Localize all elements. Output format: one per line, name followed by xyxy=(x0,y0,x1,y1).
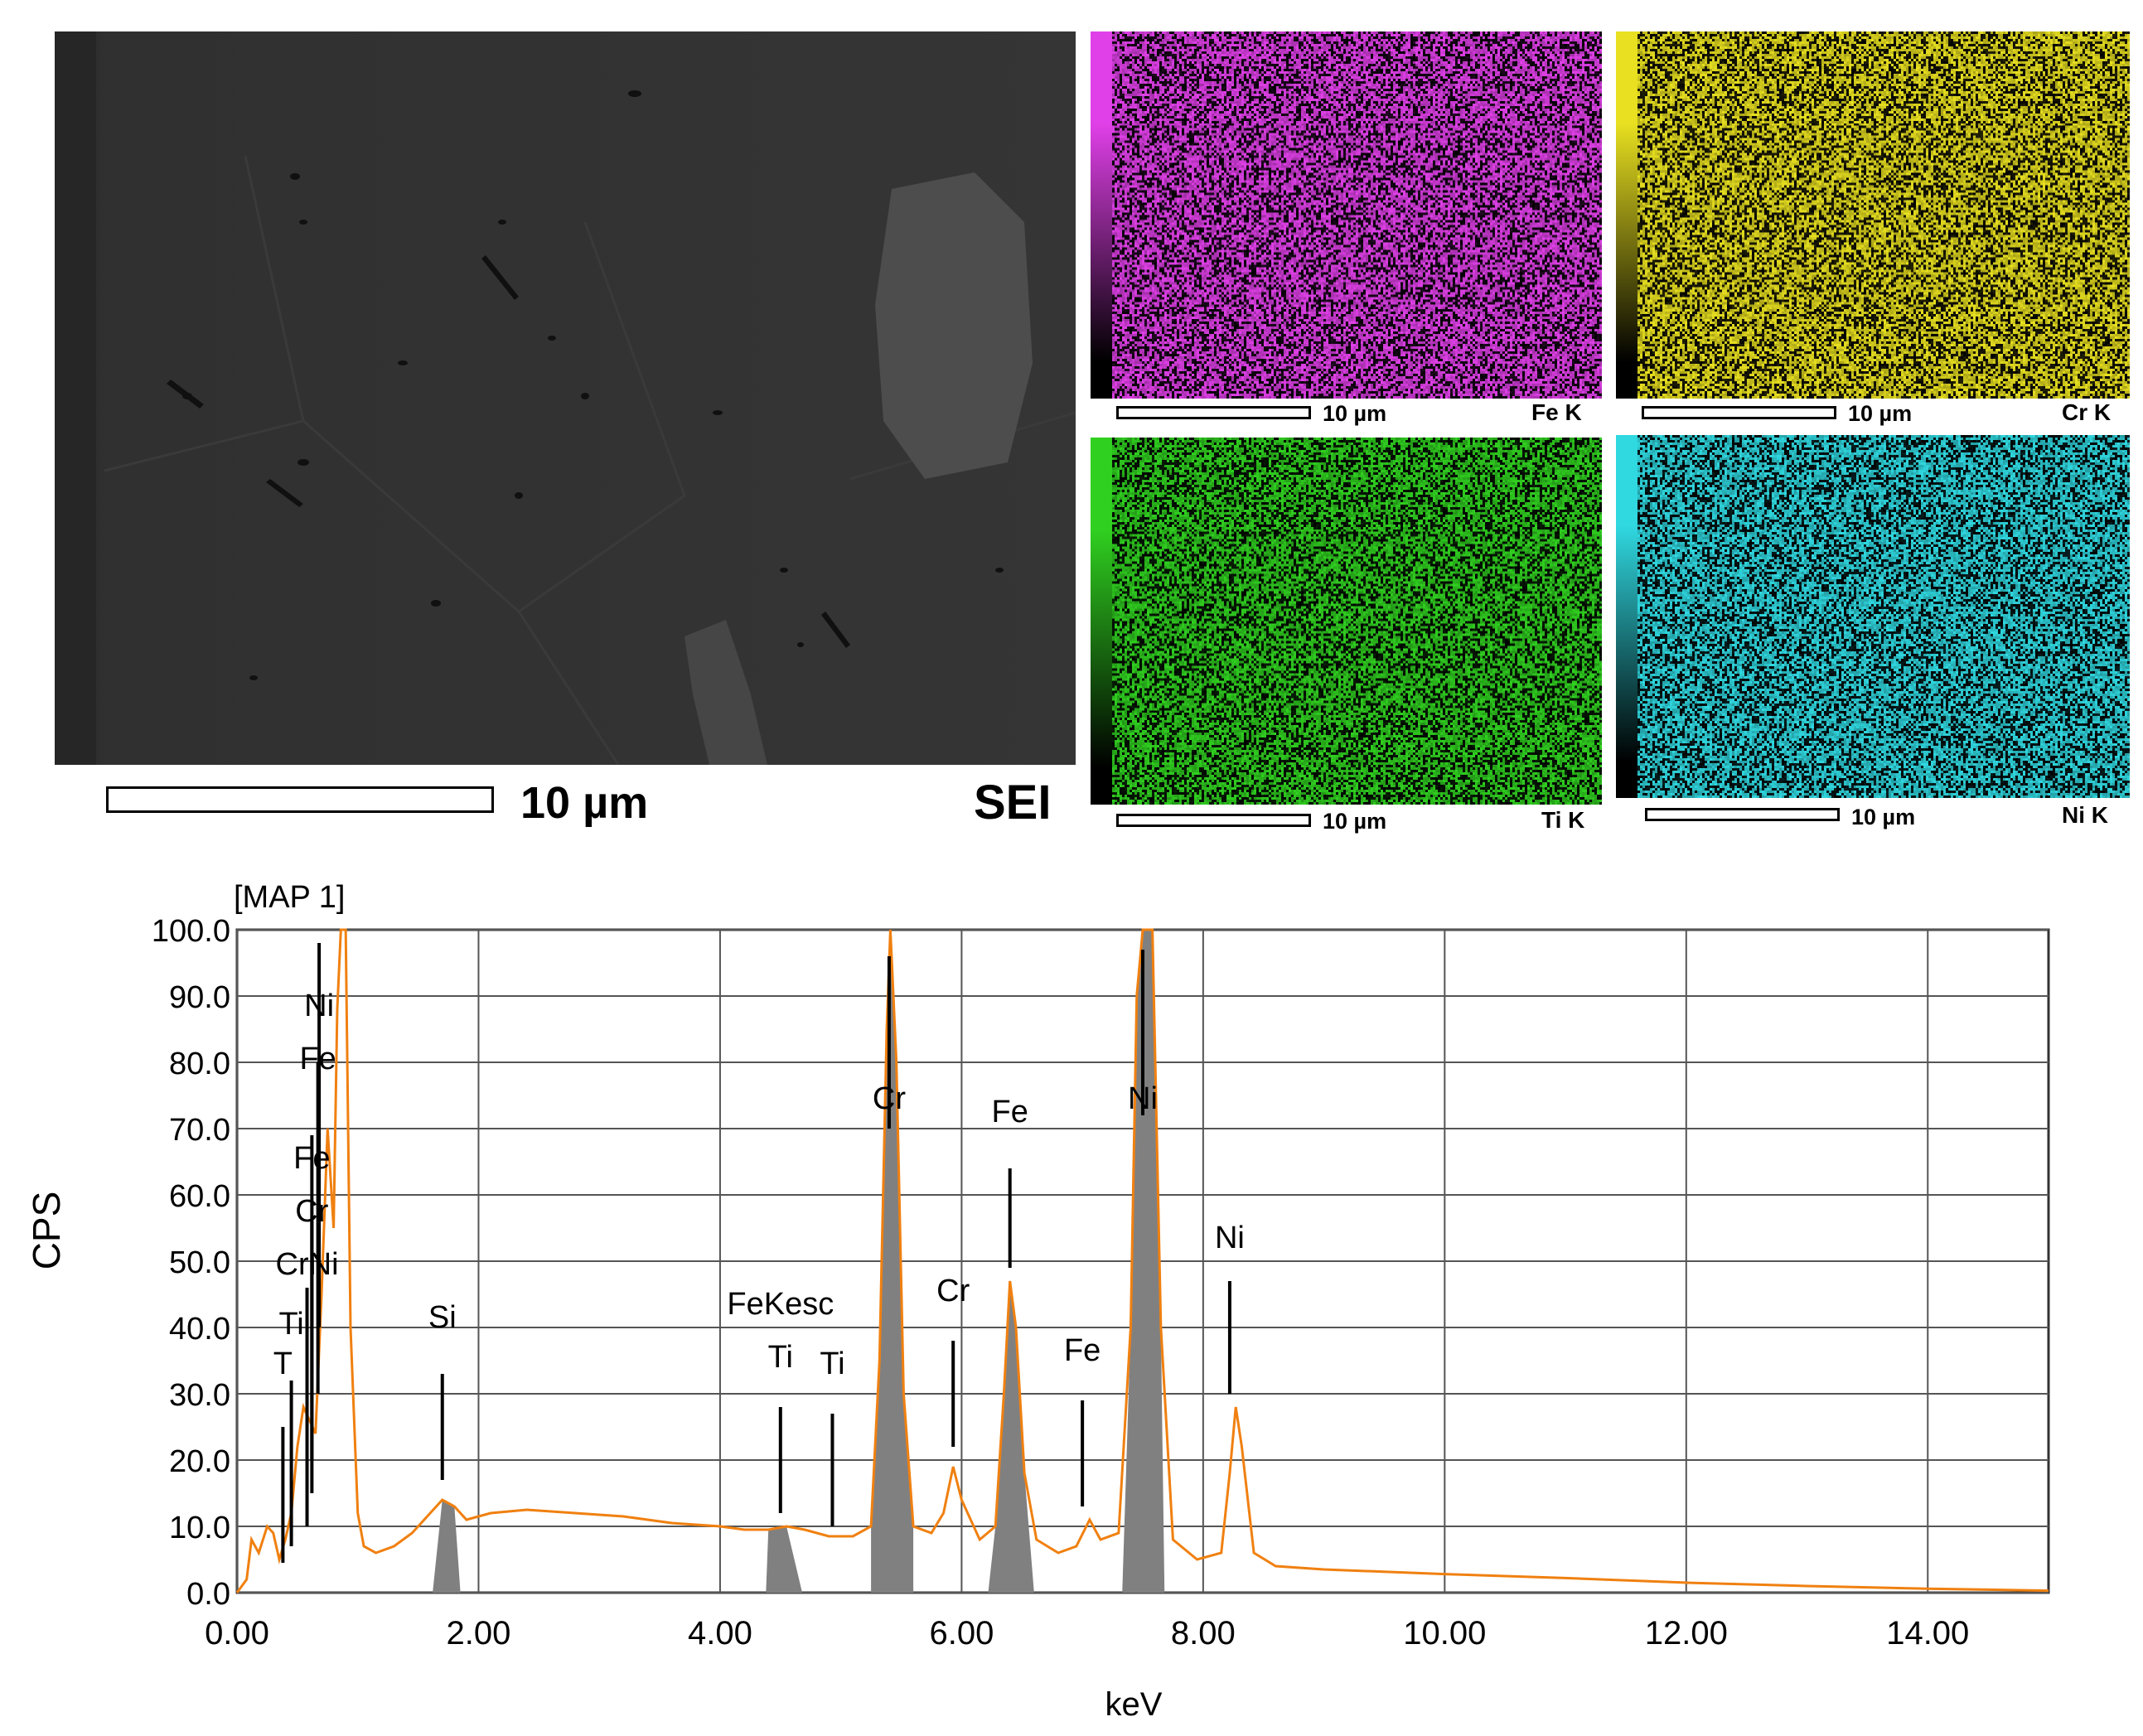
x-tick-label: 8.00 xyxy=(1171,1615,1236,1651)
y-tick-label: 50.0 xyxy=(169,1245,230,1280)
map-ti-image xyxy=(1112,438,1602,805)
sei-scale-label: 10 µm xyxy=(520,778,649,828)
map-ti-scale-bar xyxy=(1116,814,1311,827)
peak-label: Cr xyxy=(936,1274,970,1308)
map-ti-colorbar xyxy=(1091,438,1112,805)
y-tick-label: 0.0 xyxy=(186,1577,230,1612)
map-fe-image xyxy=(1112,31,1602,399)
x-tick-label: 2.00 xyxy=(447,1615,511,1651)
peak-label: Ti xyxy=(768,1340,793,1375)
x-tick-label: 0.00 xyxy=(205,1615,269,1651)
peak-label: Fe xyxy=(1064,1333,1101,1368)
y-tick-label: 90.0 xyxy=(169,980,230,1015)
x-tick-label: 10.00 xyxy=(1403,1615,1486,1651)
sei-mode-label: SEI xyxy=(974,776,1052,829)
map-noise-texture xyxy=(1637,435,2130,798)
y-axis-label: CPS xyxy=(25,1192,68,1270)
peak-label: CrNi xyxy=(276,1247,339,1282)
peak-label: Ni xyxy=(1128,1081,1158,1116)
peak-label: Si xyxy=(428,1300,457,1335)
map-ti xyxy=(1091,438,1602,805)
spectrum-line xyxy=(235,928,2049,1593)
map-noise-texture xyxy=(1112,438,1602,805)
x-axis-label: keV xyxy=(1105,1686,1163,1723)
y-tick-label: 80.0 xyxy=(169,1047,230,1081)
x-tick-label: 4.00 xyxy=(688,1615,752,1651)
y-tick-labels: 0.0 10.0 20.0 30.0 40.0 50.0 60.0 70.0 80.0 90.0 1… xyxy=(152,914,230,1612)
peak-label: Ni xyxy=(1215,1221,1245,1255)
eds-spectrum-chart: [MAP 1] 0.0 10.0 20.0 30.0 40.0 50.0 60.0 70.0 8… xyxy=(25,880,2050,1723)
peak-label: FeKesc xyxy=(727,1287,834,1322)
y-tick-label: 100.0 xyxy=(152,914,230,949)
map-ti-scale-label: 10 µm xyxy=(1323,809,1387,834)
map-noise-texture xyxy=(1112,31,1602,399)
peak-label: Ni xyxy=(304,989,334,1023)
peak-fill-region xyxy=(1122,930,1165,1593)
sei-scale-bar xyxy=(106,786,494,813)
y-tick-label: 20.0 xyxy=(169,1444,230,1479)
peak-fill-region xyxy=(988,1281,1034,1593)
sei-micrograph xyxy=(55,31,1076,765)
map-cr-image xyxy=(1637,31,2130,399)
pores xyxy=(167,90,1004,680)
y-tick-label: 60.0 xyxy=(169,1179,230,1214)
x-tick-label: 12.00 xyxy=(1645,1615,1728,1651)
peak-label: Fe xyxy=(293,1141,330,1176)
map-fe-element-label: Fe K xyxy=(1531,399,1582,425)
sei-image xyxy=(55,31,1076,765)
x-tick-labels: 0.00 2.00 4.00 6.00 8.00 10.00 12.00 14.00 xyxy=(205,1615,1969,1651)
x-tick-label: 6.00 xyxy=(929,1615,994,1651)
map-fe xyxy=(1091,31,1602,399)
peak-label: T xyxy=(273,1347,293,1381)
map-fe-scale-label: 10 µm xyxy=(1323,401,1387,426)
y-tick-label: 40.0 xyxy=(169,1312,230,1347)
y-tick-label: 70.0 xyxy=(169,1113,230,1148)
y-tick-label: 10.0 xyxy=(169,1511,230,1545)
map-fe-scale-bar xyxy=(1116,406,1311,419)
map-fe-colorbar xyxy=(1091,31,1112,399)
chart-title: [MAP 1] xyxy=(234,880,345,915)
bright-particle xyxy=(875,172,1033,479)
map-ni-colorbar xyxy=(1616,435,1637,798)
map-noise-texture xyxy=(1637,31,2130,399)
map-ti-element-label: Ti K xyxy=(1541,807,1585,833)
peak-label: Fe xyxy=(992,1095,1028,1129)
peak-label: Ti xyxy=(278,1307,303,1342)
map-cr xyxy=(1616,31,2130,399)
peak-labels: TTiCrNiCrFeFeNiSiFeKescTiTiCrCrFeFeNiNi xyxy=(273,943,1245,1563)
map-cr-scale-bar xyxy=(1642,406,1836,419)
map-cr-element-label: Cr K xyxy=(2062,399,2112,425)
peak-label: Cr xyxy=(873,1081,906,1116)
x-tick-label: 14.00 xyxy=(1886,1615,1969,1651)
peak-fill-region xyxy=(871,930,914,1593)
peak-fill-region xyxy=(766,1526,803,1593)
map-ni-image xyxy=(1637,435,2130,798)
map-ni-element-label: Ni K xyxy=(2062,802,2108,828)
map-ni-scale-bar xyxy=(1645,808,1840,821)
map-cr-colorbar xyxy=(1616,31,1637,399)
map-ni-scale-label: 10 µm xyxy=(1851,805,1916,829)
peak-fill-region xyxy=(433,1500,461,1593)
map-cr-scale-label: 10 µm xyxy=(1848,401,1913,426)
y-tick-label: 30.0 xyxy=(169,1378,230,1413)
peak-label: Ti xyxy=(820,1347,844,1381)
spectrum-series xyxy=(235,928,2049,1593)
map-ni xyxy=(1616,435,2130,798)
